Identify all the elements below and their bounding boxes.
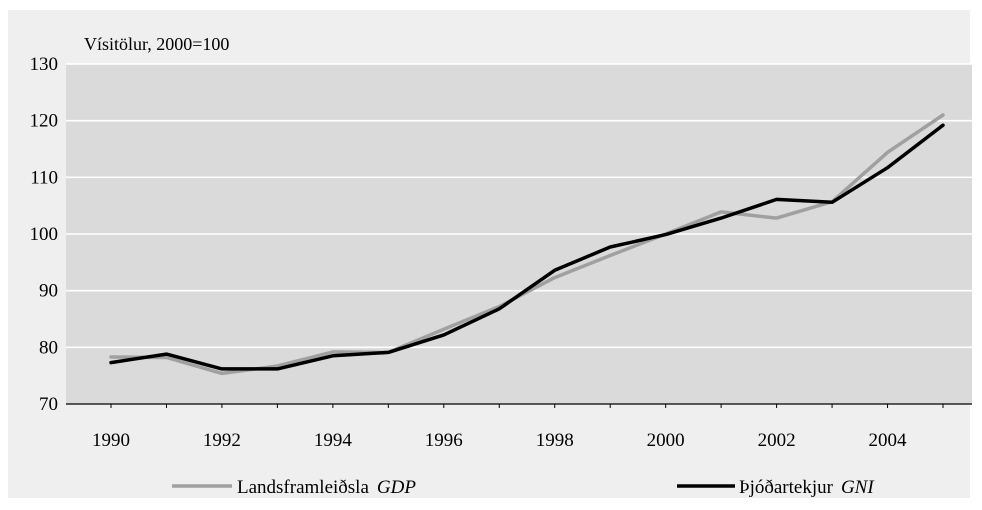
x-tick-label: 2000	[647, 430, 685, 451]
y-tick-label: 130	[30, 54, 59, 75]
x-axis-ticks	[110, 404, 944, 408]
x-tick-label: 1990	[92, 430, 130, 451]
legend-name-gdp: Landsframleiðsla	[237, 477, 369, 498]
x-tick-label: 2004	[869, 430, 908, 451]
legend-abbr-gdp: GDP	[377, 477, 416, 498]
x-tick-label: 1996	[425, 430, 463, 451]
legend-item-gdp: Landsframleiðsla GDP	[172, 477, 416, 498]
y-tick-label: 80	[39, 337, 58, 358]
x-axis-tick-labels: 1990 1992 1994 1996 1998 2000 2002 2004	[92, 430, 907, 451]
legend-abbr-gni: GNI	[841, 477, 875, 498]
legend-label-gni: Þjóðartekjur GNI	[739, 477, 875, 498]
series-line-gni	[109, 123, 945, 371]
y-tick-label: 100	[30, 224, 59, 245]
legend: Landsframleiðsla GDP Þjóðartekjur GNI	[172, 477, 875, 498]
legend-item-gni: Þjóðartekjur GNI	[677, 477, 875, 498]
legend-label-gdp: Landsframleiðsla GDP	[237, 477, 416, 498]
x-tick-label: 1992	[203, 430, 241, 451]
gridlines	[66, 63, 972, 349]
y-tick-label: 120	[30, 111, 59, 132]
legend-name-gni: Þjóðartekjur	[739, 477, 834, 498]
y-tick-label: 70	[39, 394, 58, 415]
series-lines	[109, 113, 945, 376]
x-tick-label: 1998	[536, 430, 574, 451]
y-tick-label: 110	[30, 167, 58, 188]
x-tick-label: 2002	[758, 430, 796, 451]
y-axis-title: Vísitölur, 2000=100	[84, 34, 229, 54]
x-tick-label: 1994	[314, 430, 353, 451]
y-tick-label: 90	[39, 281, 58, 302]
y-axis-tick-labels: 70 80 90 100 110 120 130	[30, 54, 59, 415]
